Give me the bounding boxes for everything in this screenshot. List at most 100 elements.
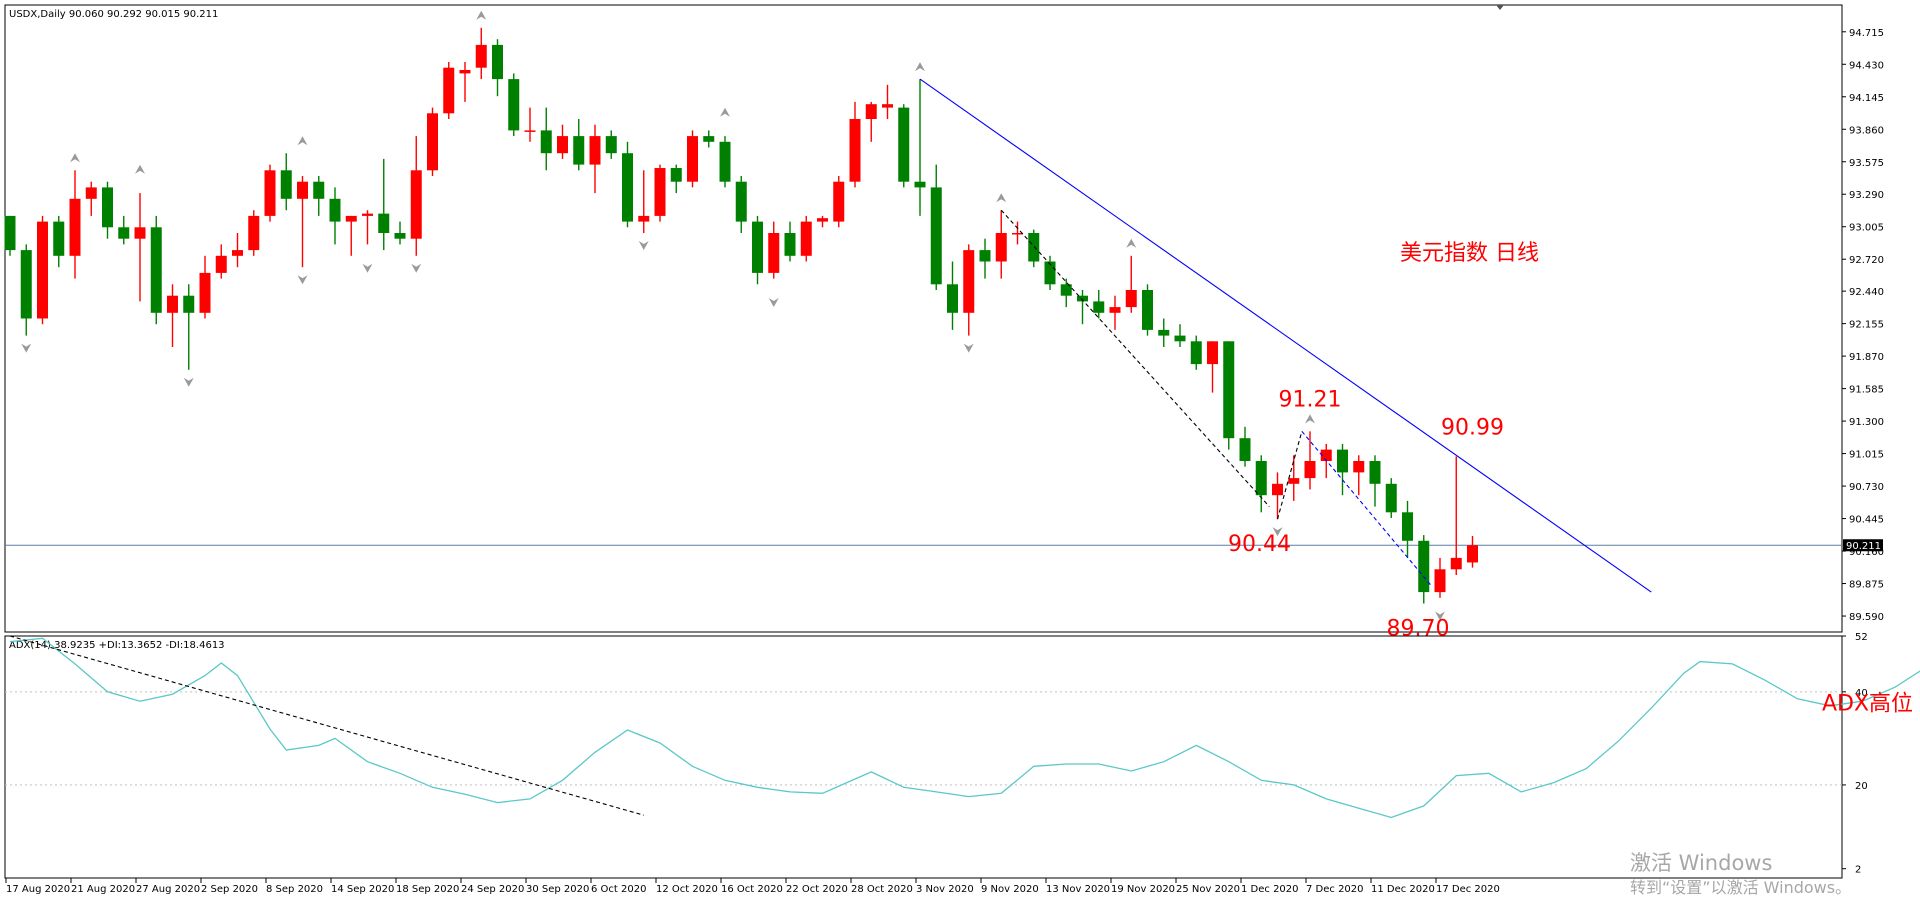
x-axis-label: 17 Dec 2020 bbox=[1436, 884, 1500, 895]
candle-body bbox=[540, 130, 552, 154]
x-axis-label: 13 Nov 2020 bbox=[1046, 884, 1110, 895]
candle-body bbox=[622, 153, 633, 222]
adx-header: ADX(14) 38.9235 +DI:13.3652 -DI:18.4613 bbox=[9, 640, 225, 651]
windows-watermark-subtitle: 转到“设置”以激活 Windows。 bbox=[1630, 878, 1852, 897]
price-axis-label: 92.440 bbox=[1849, 287, 1884, 298]
adx-line bbox=[9, 637, 1920, 819]
candle-body bbox=[703, 136, 715, 142]
candle-body bbox=[102, 187, 113, 228]
x-axis-label: 25 Nov 2020 bbox=[1176, 884, 1240, 895]
price-axis-label: 91.015 bbox=[1849, 450, 1884, 461]
price-axis-label: 92.155 bbox=[1849, 320, 1884, 331]
candle-body bbox=[1434, 569, 1446, 593]
candle-body bbox=[1385, 483, 1397, 513]
candle-body bbox=[849, 119, 861, 182]
candle-body bbox=[1044, 261, 1056, 285]
candle-body bbox=[865, 104, 877, 119]
candle-body bbox=[833, 181, 845, 222]
candle-body bbox=[264, 170, 276, 216]
candle-body bbox=[1304, 461, 1316, 479]
x-axis-label: 2 Sep 2020 bbox=[201, 884, 258, 895]
candle-body bbox=[1223, 341, 1235, 439]
price-axis-label: 94.145 bbox=[1849, 93, 1884, 104]
fractal-up-icon bbox=[720, 107, 730, 117]
candle-body bbox=[199, 272, 211, 313]
chart-title: 美元指数 日线 bbox=[1400, 241, 1539, 266]
candle-body bbox=[524, 130, 536, 132]
trend-line bbox=[919, 78, 1652, 593]
candle-body bbox=[167, 295, 178, 313]
windows-watermark-title: 激活 Windows bbox=[1630, 851, 1773, 875]
price-axis-label: 91.585 bbox=[1849, 385, 1884, 396]
x-axis-label: 27 Aug 2020 bbox=[136, 884, 200, 895]
candle-body bbox=[687, 136, 698, 182]
candle-body bbox=[313, 181, 325, 199]
candle-body bbox=[394, 233, 406, 239]
x-axis-label: 19 Nov 2020 bbox=[1111, 884, 1175, 895]
candle-body bbox=[1337, 449, 1348, 473]
candle-body bbox=[1109, 307, 1121, 313]
candle-body bbox=[670, 168, 682, 182]
candle-body bbox=[1142, 290, 1153, 330]
candle-body bbox=[459, 69, 471, 74]
price-axis-label: 90.445 bbox=[1849, 515, 1884, 526]
candle-body bbox=[443, 67, 455, 114]
fractal-down-icon bbox=[1435, 611, 1445, 621]
x-axis-label: 28 Oct 2020 bbox=[851, 884, 913, 895]
fractal-down-icon bbox=[362, 263, 373, 273]
fractal-down-icon bbox=[297, 275, 308, 285]
fractal-down-icon bbox=[411, 263, 422, 273]
candle-body bbox=[118, 227, 130, 239]
fractal-down-icon bbox=[638, 241, 649, 250]
candle-body bbox=[1012, 233, 1023, 235]
fractal-down-icon bbox=[183, 377, 194, 387]
candle-body bbox=[329, 198, 341, 222]
candle-body bbox=[1207, 341, 1218, 365]
price-axis-label: 93.860 bbox=[1849, 125, 1884, 136]
adx-annotation: ADX高位 bbox=[1822, 691, 1913, 716]
candle-body bbox=[735, 181, 747, 222]
fractal-up-icon bbox=[297, 136, 308, 146]
candle-body bbox=[378, 213, 390, 233]
candle-body bbox=[654, 168, 666, 216]
price-annotation: 90.99 bbox=[1441, 415, 1504, 440]
price-axis-label: 94.715 bbox=[1849, 28, 1884, 39]
adx-axis-label: 2 bbox=[1855, 865, 1861, 876]
candle-body bbox=[1060, 284, 1072, 296]
adx-axis-label: 52 bbox=[1855, 632, 1868, 643]
price-axis-label: 93.290 bbox=[1849, 190, 1884, 201]
candle-body bbox=[410, 170, 422, 239]
candle-body bbox=[1190, 341, 1202, 365]
candle-body bbox=[1174, 335, 1186, 342]
adx-panel-frame bbox=[4, 635, 1843, 879]
candle-body bbox=[248, 215, 260, 251]
candle-body bbox=[362, 213, 373, 216]
price-annotation: 91.21 bbox=[1279, 387, 1342, 412]
candle-body bbox=[1093, 301, 1105, 313]
x-axis-label: 11 Dec 2020 bbox=[1371, 884, 1435, 895]
trend-line bbox=[1301, 431, 1433, 587]
chart-header: USDX,Daily 90.060 90.292 90.015 90.211 bbox=[9, 9, 218, 20]
x-axis-label: 8 Sep 2020 bbox=[266, 884, 323, 895]
x-axis-label: 9 Nov 2020 bbox=[981, 884, 1039, 895]
fractal-down-icon bbox=[768, 298, 779, 307]
x-axis-label: 1 Dec 2020 bbox=[1241, 884, 1299, 895]
candle-body bbox=[297, 181, 308, 199]
price-axis-label: 90.160 bbox=[1849, 547, 1884, 558]
candle-body bbox=[475, 44, 487, 68]
candle-body bbox=[85, 187, 97, 199]
trend-line bbox=[1000, 209, 1270, 507]
x-axis-label: 18 Sep 2020 bbox=[396, 884, 459, 895]
x-axis-label: 30 Sep 2020 bbox=[526, 884, 589, 895]
x-axis-label: 7 Dec 2020 bbox=[1306, 884, 1364, 895]
fractal-up-icon bbox=[915, 62, 925, 72]
adx-axis-label: 40 bbox=[1855, 688, 1868, 699]
price-axis-label: 89.590 bbox=[1849, 612, 1884, 623]
price-axis-label: 91.870 bbox=[1849, 352, 1884, 363]
price-annotation: 90.44 bbox=[1228, 532, 1291, 557]
candle-body bbox=[1418, 540, 1430, 593]
candle-body bbox=[914, 181, 926, 188]
candle-body bbox=[508, 79, 520, 131]
